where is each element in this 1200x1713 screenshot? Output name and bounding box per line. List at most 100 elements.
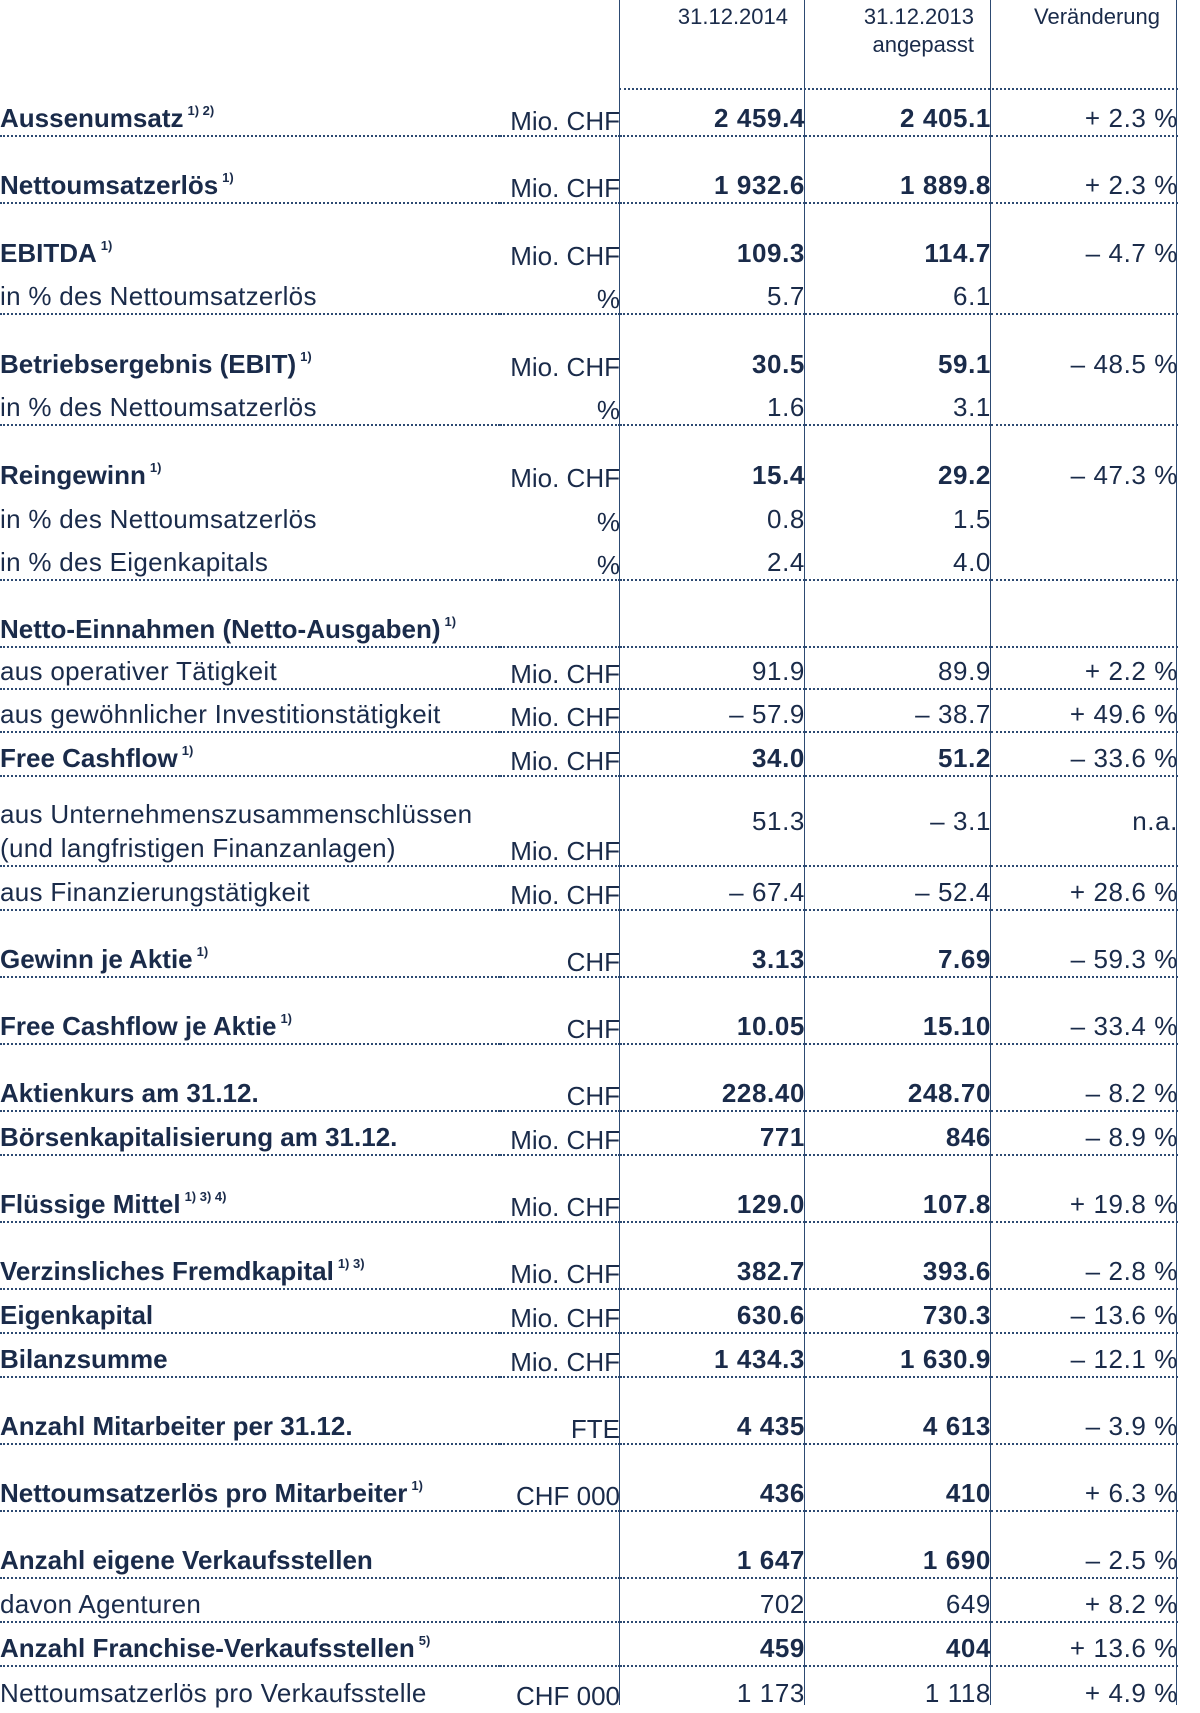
value-2014: 702 xyxy=(620,1578,805,1623)
column-header-2013-note: angepasst xyxy=(872,32,974,57)
footnote-ref: 5) xyxy=(418,1633,431,1648)
value-2014: – 67.4 xyxy=(620,866,805,911)
value-2013: 1 889.8 xyxy=(805,136,991,204)
value-2013: 15.10 xyxy=(805,977,991,1045)
footnote-ref: 1) xyxy=(149,460,162,475)
value-2013: 410 xyxy=(805,1444,991,1512)
row-unit: Mio. CHF xyxy=(500,1336,620,1381)
value-change: n.a. xyxy=(991,776,1178,867)
row-unit: CHF 000 xyxy=(500,1447,620,1515)
value-change: – 48.5 % xyxy=(1070,349,1178,379)
value-2014: 771 xyxy=(620,1111,805,1156)
row-unit: Mio. CHF xyxy=(500,93,620,140)
table-row: Börsenkapitalisierung am 31.12. Mio. CHF… xyxy=(0,1111,1178,1159)
value-change: + 28.6 % xyxy=(991,866,1178,911)
value-change xyxy=(991,492,1178,536)
value-2013: 404 xyxy=(805,1622,991,1667)
value-2013: 6.1 xyxy=(805,270,991,315)
column-header-2013: 31.12.2013 xyxy=(863,4,974,29)
row-label: Free Cashflow je Aktie 1) xyxy=(0,977,500,1045)
table-row: aus Unternehmenszusammenschlüssen (und la… xyxy=(0,776,1178,870)
value-2013: 89.9 xyxy=(805,647,991,690)
footnote-ref: 1) xyxy=(444,614,457,629)
row-unit: Mio. CHF xyxy=(500,1292,620,1337)
value-2013: 1.5 xyxy=(953,504,991,534)
value-2013: 846 xyxy=(805,1111,991,1156)
row-unit: % xyxy=(500,384,620,429)
row-label: in % des Nettoumsatzerlös xyxy=(0,270,500,315)
value-change: + 2.3 % xyxy=(991,136,1178,204)
table-row: Nettoumsatzerlös pro Mitarbeiter 1) CHF 0… xyxy=(0,1444,1178,1515)
value-2013: 3.1 xyxy=(805,381,991,426)
footnote-ref: 1) xyxy=(280,1011,293,1026)
row-unit: Mio. CHF xyxy=(500,650,620,693)
table-row: davon Agenturen 702 649 + 8.2 % xyxy=(0,1578,1178,1626)
value-change: – 59.3 % xyxy=(991,910,1178,978)
footnote-ref: 1) xyxy=(300,349,312,364)
table-row: Eigenkapital Mio. CHF 630.6 730.3 – 13.6… xyxy=(0,1289,1178,1337)
value-2013: 1 690 xyxy=(805,1511,991,1579)
table-row: Reingewinn 1) Mio. CHF 15.4 29.2 – 47.3 % xyxy=(0,425,1178,493)
value-2013: – 38.7 xyxy=(805,689,991,733)
value-2014: 436 xyxy=(620,1444,805,1512)
value-2014: 630.6 xyxy=(620,1289,805,1334)
value-change xyxy=(991,270,1178,315)
table-row: Anzahl Franchise-Verkaufsstellen 5) 459 4… xyxy=(0,1622,1178,1670)
value-2014: 91.9 xyxy=(620,647,805,690)
row-label: Nettoumsatzerlös pro Mitarbeiter 1) xyxy=(0,1444,500,1512)
row-unit: % xyxy=(596,507,620,537)
value-change: – 2.5 % xyxy=(991,1511,1178,1579)
table-row: in % des Nettoumsatzerlös % 1.6 3.1 xyxy=(0,381,1178,429)
row-unit xyxy=(500,583,620,651)
value-2014: 2.4 xyxy=(620,536,805,581)
row-label: Betriebsergebnis (EBIT) 1) xyxy=(0,349,312,379)
table-row: Anzahl Mitarbeiter per 31.12. FTE 4 435 … xyxy=(0,1377,1178,1448)
value-2013: 2 405.1 xyxy=(805,90,991,137)
value-2013: 649 xyxy=(805,1578,991,1623)
row-unit: Mio. CHF xyxy=(500,735,620,780)
value-change: + 2.3 % xyxy=(991,90,1178,137)
value-change xyxy=(991,381,1178,426)
value-2013: – 52.4 xyxy=(805,866,991,911)
value-2014 xyxy=(620,580,805,648)
row-unit: Mio. CHF xyxy=(500,692,620,736)
table-row: EBITDA 1) Mio. CHF 109.3 114.7 – 4.7 % xyxy=(0,203,1178,271)
row-label: aus gewöhnlicher Investitionstätigkeit xyxy=(0,689,500,733)
footnote-ref: 1) 3) 4) xyxy=(184,1189,227,1204)
table-row: in % des Eigenkapitals % 2.4 4.0 xyxy=(0,536,1178,584)
row-label: davon Agenturen xyxy=(0,1578,500,1623)
table-row: aus operativer Tätigkeit Mio. CHF 91.9 8… xyxy=(0,647,1178,693)
row-unit xyxy=(500,1581,620,1626)
value-change: – 33.6 % xyxy=(991,732,1178,777)
table-row: Gewinn je Aktie 1) CHF 3.13 7.69 – 59.3 % xyxy=(0,910,1178,981)
table-row: Netto-Einnahmen (Netto-Ausgaben) 1) xyxy=(0,580,1178,651)
value-2013: 1 118 xyxy=(924,1678,991,1708)
row-label: Free Cashflow 1) xyxy=(0,732,500,777)
value-2013: 4.0 xyxy=(805,536,991,581)
value-change: + 19.8 % xyxy=(991,1155,1178,1223)
row-label: Reingewinn 1) xyxy=(0,460,162,490)
table-row: Free Cashflow je Aktie 1) CHF 10.05 15.10… xyxy=(0,977,1178,1048)
row-label: Anzahl eigene Verkaufsstellen xyxy=(0,1511,500,1579)
row-unit: Mio. CHF xyxy=(500,869,620,914)
value-change: – 3.9 % xyxy=(991,1377,1178,1445)
value-2013: 51.2 xyxy=(805,732,991,777)
table-row: Nettoumsatzerlös pro Verkaufsstelle CHF … xyxy=(0,1666,1178,1711)
table-row: Anzahl eigene Verkaufsstellen 1 647 1 69… xyxy=(0,1511,1178,1582)
value-2013 xyxy=(805,580,991,648)
row-label: aus Finanzierungstätigkeit xyxy=(0,866,500,911)
row-label: in % des Nettoumsatzerlös xyxy=(0,504,317,534)
row-label: aus operativer Tätigkeit xyxy=(0,647,500,690)
table-row: Free Cashflow 1) Mio. CHF 34.0 51.2 – 33.… xyxy=(0,732,1178,780)
value-2014: 3.13 xyxy=(620,910,805,978)
row-label: Aussenumsatz 1) 2) xyxy=(0,90,500,137)
value-2014: 109.3 xyxy=(736,238,805,268)
value-2013: – 3.1 xyxy=(805,776,991,867)
value-2014: 1 647 xyxy=(620,1511,805,1579)
column-header-2014: 31.12.2014 xyxy=(677,4,788,29)
row-label: Börsenkapitalisierung am 31.12. xyxy=(0,1111,500,1156)
footnote-ref: 1) xyxy=(411,1478,423,1493)
row-unit: FTE xyxy=(500,1380,620,1448)
value-2013: 1 630.9 xyxy=(805,1333,991,1378)
